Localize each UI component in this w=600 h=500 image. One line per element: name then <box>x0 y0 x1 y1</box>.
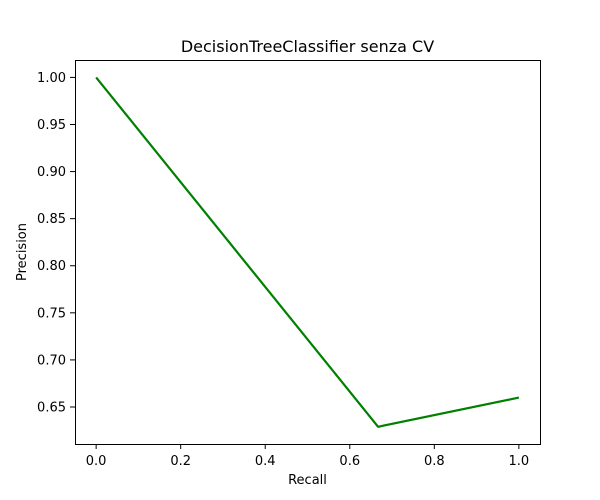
x-tick-label: 0.0 <box>86 454 107 469</box>
y-tick-label: 0.80 <box>37 259 66 274</box>
y-axis-ticks: 0.65 0.70 0.75 0.80 0.85 0.90 0.95 1.00 <box>37 71 75 415</box>
x-tick-label: 0.4 <box>255 454 276 469</box>
y-tick-label: 1.00 <box>37 71 66 86</box>
x-tick-label: 0.8 <box>424 454 445 469</box>
x-axis-ticks: 0.0 0.2 0.4 0.6 0.8 1.0 <box>86 444 529 469</box>
x-tick-label: 1.0 <box>509 454 530 469</box>
series-line-0 <box>95 76 520 428</box>
plot-frame <box>75 60 541 445</box>
x-axis-label: Recall <box>288 473 327 488</box>
plot-area <box>95 76 520 428</box>
y-tick-label: 0.75 <box>37 306 66 321</box>
y-tick-label: 0.90 <box>37 165 66 180</box>
chart-title: DecisionTreeClassifier senza CV <box>181 37 434 56</box>
y-tick-label: 0.95 <box>37 118 66 133</box>
y-axis-label: Precision <box>15 223 30 281</box>
y-tick-label: 0.65 <box>37 400 66 415</box>
y-tick-label: 0.85 <box>37 212 66 227</box>
y-tick-label: 0.70 <box>37 353 66 368</box>
x-tick-label: 0.2 <box>170 454 191 469</box>
x-tick-label: 0.6 <box>339 454 360 469</box>
